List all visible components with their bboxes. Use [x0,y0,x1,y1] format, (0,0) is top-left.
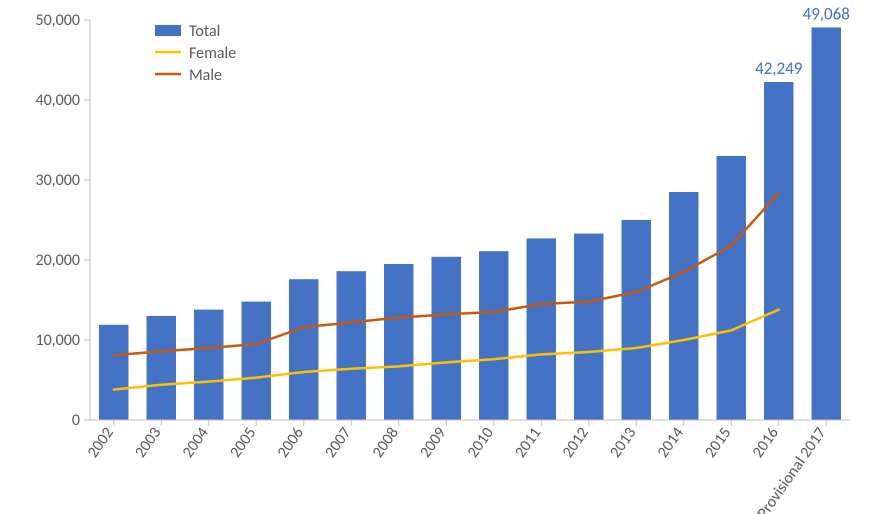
legend-label: Total [189,22,220,41]
y-axis-label: 40,000 [35,91,80,110]
bar [337,271,366,420]
y-axis-label: 50,000 [35,11,80,30]
bar [812,27,841,420]
bar [194,310,223,420]
y-axis-label: 10,000 [35,331,80,350]
bar [384,264,413,420]
bar [99,325,128,420]
bar [432,257,461,420]
bar [764,82,793,420]
y-axis-label: 0 [72,411,80,430]
bar [622,220,651,420]
bar [669,192,698,420]
y-axis-label: 20,000 [35,251,80,270]
legend-label: Male [189,66,222,85]
bar [527,238,556,420]
bar [289,279,318,420]
combo-chart: 0 10,000 20,000 30,000 40,000 50,000 42,249 49,… [0,0,874,514]
bar [574,234,603,420]
legend-label: Female [189,44,236,63]
bar [717,156,746,420]
data-label: 42,249 [755,58,803,79]
data-label: 49,068 [803,3,850,24]
bar [242,302,271,420]
bar [479,251,508,420]
y-axis-label: 30,000 [35,171,80,190]
bar [147,316,176,420]
legend-swatch [155,25,181,36]
